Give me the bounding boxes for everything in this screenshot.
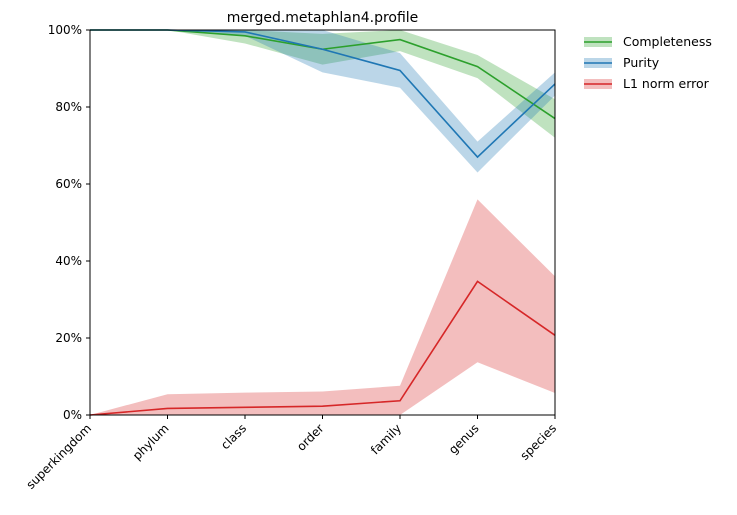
y-tick-label: 100%: [48, 23, 82, 37]
x-tick-label: superkingdom: [23, 421, 94, 492]
x-tick-label: phylum: [130, 421, 172, 463]
legend-label: L1 norm error: [623, 76, 710, 91]
y-tick-label: 20%: [55, 331, 82, 345]
x-tick-label: order: [294, 421, 327, 454]
band-purity: [90, 30, 555, 173]
y-tick-label: 0%: [63, 408, 82, 422]
legend: Completeness Purity L1 norm error: [584, 34, 712, 91]
x-axis: superkingdom phylum class order family genus s…: [23, 415, 559, 492]
x-tick-label: genus: [446, 421, 482, 457]
legend-label: Purity: [623, 55, 660, 70]
x-tick-label: family: [368, 421, 404, 457]
y-axis: 0% 20% 40% 60% 80% 100%: [48, 23, 90, 422]
y-tick-label: 80%: [55, 100, 82, 114]
band-l1-norm-error: [90, 199, 555, 415]
confidence-bands: [90, 30, 555, 415]
line-l1-norm-error: [89, 280, 556, 416]
y-tick-label: 40%: [55, 254, 82, 268]
legend-label: Completeness: [623, 34, 712, 49]
chart-title: merged.metaphlan4.profile: [227, 10, 419, 26]
x-tick-label: species: [518, 421, 560, 463]
band-completeness: [90, 30, 555, 138]
y-tick-label: 60%: [55, 177, 82, 191]
x-tick-label: class: [218, 421, 249, 452]
